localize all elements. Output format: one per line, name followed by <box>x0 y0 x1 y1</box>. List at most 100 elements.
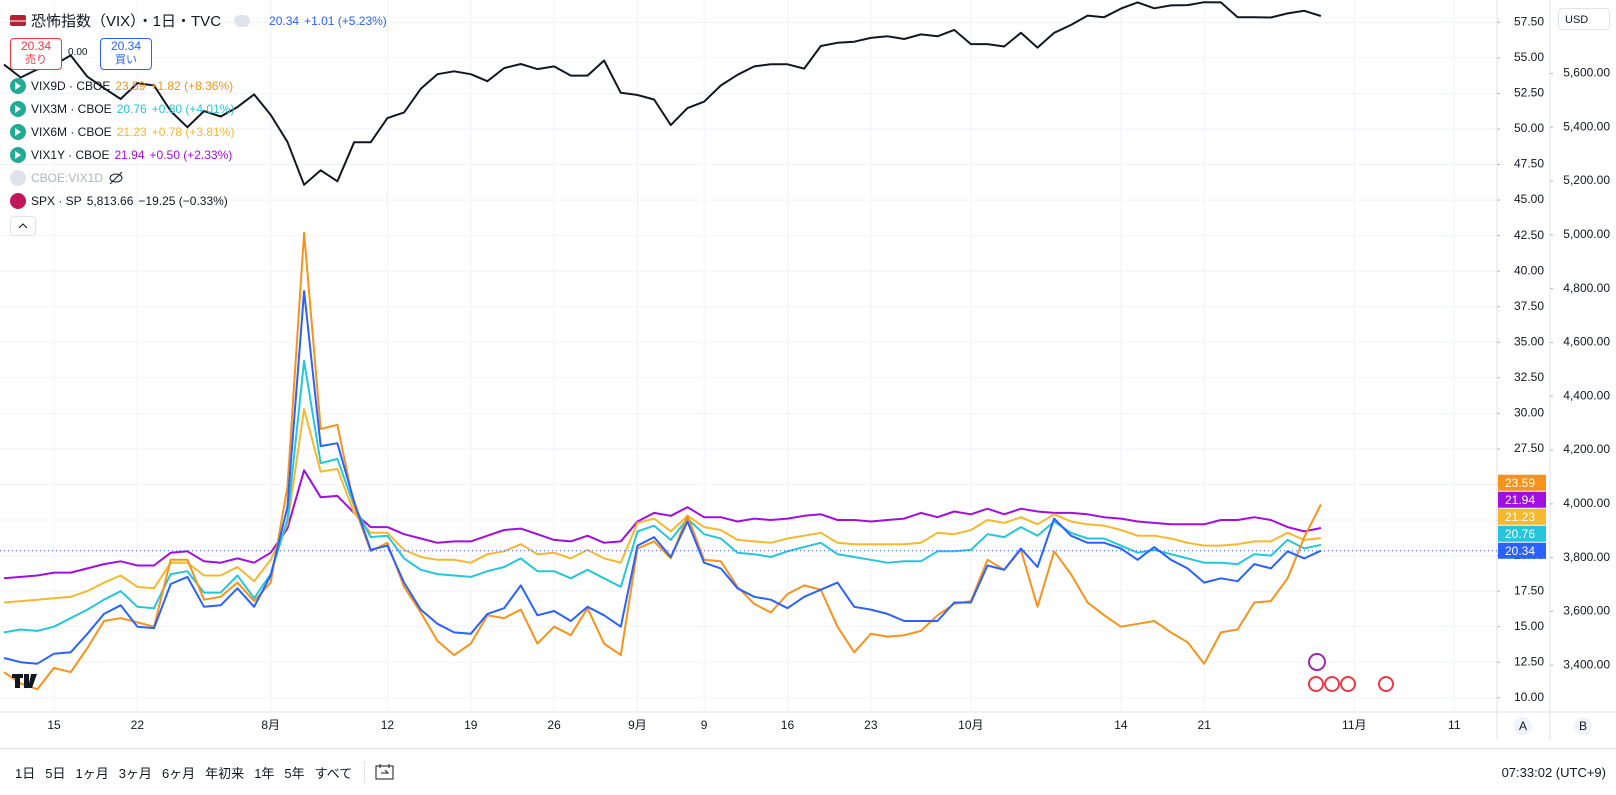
x-tick-label: 21 <box>1198 718 1212 732</box>
legend-name: SPX · SP <box>31 194 82 208</box>
legend-name: VIX6M · CBOE <box>31 125 112 139</box>
collapse-button[interactable] <box>234 14 251 27</box>
last-value-text: 21.23 <box>1505 510 1535 524</box>
last-value: 20.34 <box>269 13 300 28</box>
y-tick-label: 10.00 <box>1514 690 1544 704</box>
last-value-text: 21.94 <box>1505 493 1535 507</box>
buy-label: 買い <box>115 54 137 66</box>
x-tick-label: 11月 <box>1342 718 1366 732</box>
range-button[interactable]: 3ヶ月 <box>118 765 152 781</box>
legend-change: −19.25 (−0.33%) <box>138 194 228 208</box>
x-tick-label: 26 <box>547 718 561 732</box>
range-button[interactable]: 1ヶ月 <box>75 765 109 781</box>
spread: 0.00 <box>68 47 88 58</box>
legend-name: CBOE:VIX1D <box>31 171 104 185</box>
event-flags[interactable] <box>1308 676 1364 694</box>
legend-row[interactable]: SPX · SP 5,813.66 −19.25 (−0.33%) <box>10 193 228 209</box>
scale-button[interactable] <box>1514 717 1532 735</box>
y-tick-label: 32.50 <box>1514 370 1544 384</box>
clock: 07:33:02 (UTC+9) <box>1501 764 1606 780</box>
legend-name: VIX9D · CBOE <box>31 79 111 93</box>
y2-tick-label: 4,600.00 <box>1563 335 1610 349</box>
last-value-label: 21.23 <box>1498 508 1546 525</box>
legend-name: VIX3M · CBOE <box>31 102 112 116</box>
y2-tick-label: 5,400.00 <box>1563 119 1610 133</box>
chart: 15 22 8月 12 19 26 9月 9 16 23 10月 14 21 11月 11 10.00 12.5… <box>0 0 1616 740</box>
scale-button-label: B <box>1579 719 1587 733</box>
y-tick-label: 30.00 <box>1514 406 1544 420</box>
last-value-box <box>1498 508 1546 525</box>
legend-change: +0.50 (+2.33%) <box>149 148 233 162</box>
y-tick-label: 17.50 <box>1514 583 1544 597</box>
last-value-box <box>1498 525 1546 542</box>
x-tick-label: 22 <box>131 718 145 732</box>
y-tick-label: 12.50 <box>1514 654 1544 668</box>
buy-button[interactable]: 20.34 買い <box>100 38 152 70</box>
last-value-text: 20.76 <box>1505 527 1535 541</box>
series-line <box>3 408 1322 604</box>
range-button[interactable]: 1年 <box>254 765 275 781</box>
legend-value: 21.94 <box>114 148 145 162</box>
series-line <box>3 359 1322 634</box>
last-value-text: 20.34 <box>1505 544 1535 558</box>
x-tick-label: 15 <box>47 718 61 732</box>
last-value-label: 20.76 <box>1498 525 1546 542</box>
range-button[interactable]: 5日 <box>45 765 66 781</box>
sell-button[interactable]: 20.34 売り <box>10 38 62 70</box>
range-button[interactable]: 1日 <box>15 765 36 781</box>
x-tick-label: 11 <box>1448 718 1461 732</box>
y2-tick-label: 3,400.00 <box>1563 657 1610 671</box>
legend-value: 20.76 <box>116 102 147 116</box>
legend-change: +0.80 (+4.01%) <box>151 102 235 116</box>
y-tick-label: 50.00 <box>1514 121 1544 135</box>
x-tick-label: 16 <box>781 718 795 732</box>
change: +1.01 (+5.23%) <box>304 13 387 28</box>
y-tick-label: 57.50 <box>1514 14 1544 28</box>
currency-button[interactable]: USD <box>1558 8 1610 30</box>
last-value-label: 23.59 <box>1498 474 1546 491</box>
last-value-label: 20.34 <box>1498 542 1546 559</box>
legend-row[interactable]: VIX9D · CBOE 23.59 +1.82 (+8.36%) <box>10 78 233 94</box>
collapse-legend-button[interactable] <box>10 216 36 236</box>
buy-price: 20.34 <box>110 39 142 53</box>
y-tick-label: 27.50 <box>1514 441 1544 455</box>
last-value-text: 23.59 <box>1505 476 1535 490</box>
y2-tick-label: 4,800.00 <box>1563 281 1610 295</box>
scale-button-label: A <box>1519 719 1527 733</box>
hidden-eye-icon[interactable] <box>108 171 124 185</box>
legend-change: +0.78 (+3.81%) <box>151 125 235 139</box>
legend-row-hidden[interactable]: CBOE:VIX1D <box>10 170 124 186</box>
event-icon[interactable] <box>1308 653 1326 671</box>
x-tick-label: 10月 <box>958 718 983 732</box>
range-button[interactable]: 6ヶ月 <box>161 765 196 781</box>
range-button[interactable]: すべて <box>314 765 353 781</box>
sell-label: 売り <box>25 54 47 66</box>
y-tick-label: 42.50 <box>1514 228 1544 242</box>
play-icon <box>10 147 26 163</box>
legend-row[interactable]: VIX6M · CBOE 21.23 +0.78 (+3.81%) <box>10 124 234 140</box>
event-flag[interactable] <box>1378 676 1394 692</box>
x-tick-label: 9 <box>701 718 708 732</box>
tv-logo <box>12 674 37 688</box>
last-value-label: 21.94 <box>1498 491 1546 508</box>
y2-tick-label: 5,600.00 <box>1563 66 1610 80</box>
y2-tick-label: 4,400.00 <box>1563 388 1610 402</box>
legend-row[interactable]: VIX3M · CBOE 20.76 +0.80 (+4.01%) <box>10 101 234 117</box>
last-value-box <box>1498 474 1546 491</box>
range-button[interactable]: 5年 <box>284 765 305 781</box>
scale-button[interactable] <box>1574 717 1592 735</box>
y2-tick-label: 5,000.00 <box>1563 227 1610 241</box>
play-icon <box>10 78 26 94</box>
series-line <box>3 1 1322 186</box>
symbol-title[interactable]: 恐怖指数（VIX）・1日・TVC <box>31 13 222 30</box>
symbol-icon <box>10 170 26 186</box>
x-tick-label: 8月 <box>261 718 280 732</box>
goto-date-button[interactable] <box>375 763 395 781</box>
legend-row[interactable]: VIX1Y · CBOE 21.94 +0.50 (+2.33%) <box>10 147 232 163</box>
flag-icon <box>10 15 26 26</box>
sell-price: 20.34 <box>20 39 52 53</box>
series-line <box>3 469 1322 580</box>
range-button[interactable]: 年初来 <box>205 765 245 781</box>
x-tick-label: 12 <box>381 718 395 732</box>
legend-value: 23.59 <box>115 79 146 93</box>
